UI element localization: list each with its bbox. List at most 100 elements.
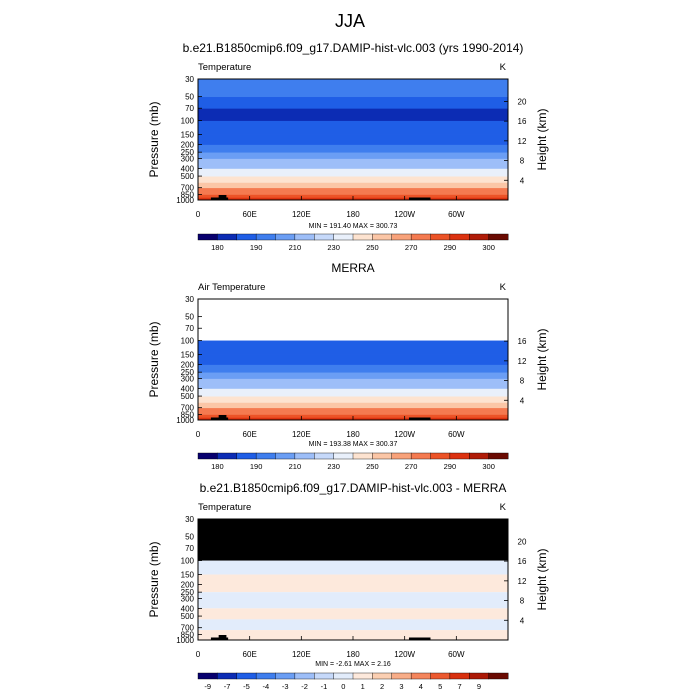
colorbar-label: 9	[477, 682, 481, 691]
colorbar-label: 180	[211, 243, 224, 252]
x-tick-label: 120W	[394, 650, 415, 659]
colorbar-label: 250	[366, 243, 379, 252]
figure-title: JJA	[335, 11, 365, 31]
contour-band	[198, 134, 508, 145]
contour-band	[198, 187, 508, 195]
colorbar-swatch	[236, 672, 257, 680]
y-tick-label: 200	[181, 580, 195, 589]
y-tick-label: 300	[181, 374, 195, 383]
colorbar-swatch	[333, 672, 354, 680]
y-tick-label: 50	[185, 93, 194, 102]
y-tick-label: 700	[181, 184, 195, 193]
y-tick-label: 500	[181, 612, 195, 621]
y-tick-label: 100	[181, 557, 195, 566]
colorbar-swatch	[294, 452, 315, 460]
colorbar-label: 190	[250, 243, 263, 252]
y-tick-label: 70	[185, 104, 194, 113]
colorbar-swatch	[372, 672, 393, 680]
colorbar-swatch	[488, 233, 509, 241]
y-tick-label: 100	[181, 337, 195, 346]
contour-band	[198, 407, 508, 415]
y-tick-label: 300	[181, 154, 195, 163]
y-tick-label: 30	[185, 295, 194, 304]
contour-band	[198, 608, 508, 620]
colorbar-swatch	[275, 233, 296, 241]
colorbar-swatch	[430, 452, 451, 460]
y-tick-label: 250	[181, 588, 195, 597]
contour-band	[198, 378, 508, 389]
y-tick-label: 850	[181, 190, 195, 199]
colorbar-label: -7	[224, 682, 231, 691]
topography-mask	[218, 635, 227, 640]
x-tick-label: 120E	[292, 430, 311, 439]
x-tick-label: 180	[346, 430, 360, 439]
colorbar-swatch	[294, 672, 315, 680]
y-tick-label: 200	[181, 140, 195, 149]
units-label: K	[500, 62, 507, 73]
colorbar-swatch	[255, 452, 276, 460]
colorbar-label: 4	[419, 682, 423, 691]
x-tick-label: 120W	[394, 210, 415, 219]
contour-band	[198, 396, 508, 403]
colorbar-label: 5	[438, 682, 442, 691]
x-tick-label: 180	[346, 210, 360, 219]
contour-band	[198, 354, 508, 365]
colorbar-label: 290	[444, 243, 457, 252]
colorbar-swatch	[255, 672, 276, 680]
min-max-label: MIN = -2.61 MAX = 2.16	[315, 661, 391, 668]
units-label: K	[500, 282, 507, 293]
x-tick-label: 60W	[448, 650, 465, 659]
colorbar-label: 3	[399, 682, 403, 691]
colorbar-swatch	[469, 233, 490, 241]
variable-label: Temperature	[198, 502, 251, 513]
colorbar-swatch	[449, 233, 470, 241]
x-tick-label: 60E	[243, 210, 257, 219]
y-tick-label: 250	[181, 148, 195, 157]
y-tick-label: 200	[181, 360, 195, 369]
contour-band	[198, 168, 508, 177]
x-tick-label: 0	[196, 650, 201, 659]
contour-band	[198, 592, 508, 609]
contour-band	[198, 158, 508, 169]
x-tick-label: 120E	[292, 210, 311, 219]
y-tick-label: 150	[181, 351, 195, 360]
colorbar-swatch	[314, 672, 335, 680]
y-tick-label: 70	[185, 324, 194, 333]
y2-tick-label: 12	[518, 357, 527, 366]
contour-band	[198, 120, 508, 135]
contour-band	[198, 108, 508, 121]
y-tick-label: 700	[181, 624, 195, 633]
y-tick-label: 400	[181, 384, 195, 393]
contour-band	[198, 96, 508, 109]
colorbar-swatch	[294, 233, 315, 241]
colorbar-swatch	[236, 452, 257, 460]
colorbar-swatch	[197, 672, 218, 680]
colorbar-swatch	[391, 452, 412, 460]
y-tick-label: 400	[181, 164, 195, 173]
colorbar-label: -5	[243, 682, 250, 691]
y2-axis-label: Height (km)	[535, 108, 549, 170]
contour-band	[198, 560, 508, 575]
colorbar-swatch	[410, 233, 431, 241]
colorbar-label: 300	[482, 243, 495, 252]
topography-mask	[408, 417, 431, 420]
colorbar-label: 290	[444, 462, 457, 471]
colorbar-swatch	[430, 233, 451, 241]
colorbar-label: 270	[405, 243, 418, 252]
y-tick-label: 50	[185, 313, 194, 322]
colorbar-swatch	[217, 672, 238, 680]
y-axis-label: Pressure (mb)	[147, 541, 161, 617]
topography-mask	[408, 637, 431, 640]
contour-band	[198, 630, 508, 640]
x-tick-label: 0	[196, 210, 201, 219]
colorbar-swatch	[352, 672, 373, 680]
colorbar-swatch	[372, 233, 393, 241]
colorbar-swatch	[449, 452, 470, 460]
colorbar-swatch	[217, 452, 238, 460]
y2-tick-label: 8	[520, 597, 525, 606]
y-tick-label: 150	[181, 571, 195, 580]
y2-tick-label: 8	[520, 377, 525, 386]
colorbar-swatch	[372, 452, 393, 460]
